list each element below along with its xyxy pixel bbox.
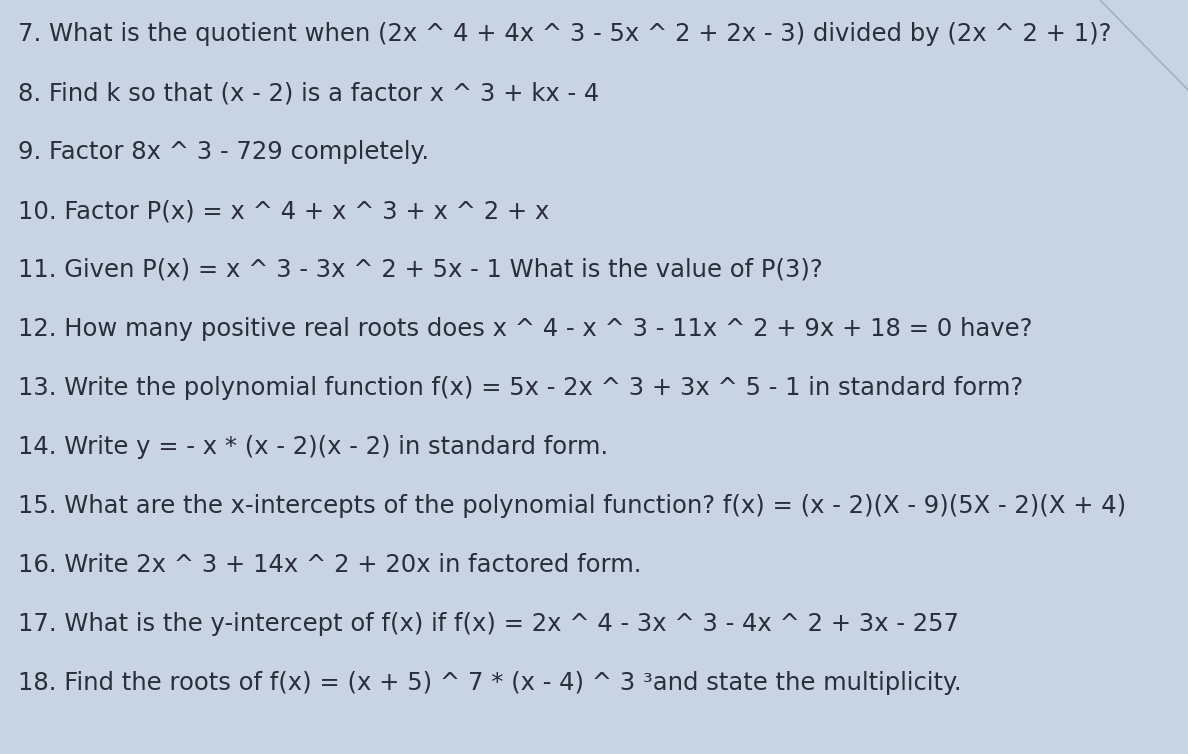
Text: 12. How many positive real roots does x ^ 4 - x ^ 3 - 11x ^ 2 + 9x + 18 = 0 have: 12. How many positive real roots does x … xyxy=(18,317,1032,341)
Text: 14. Write y = - x * (x - 2)(x - 2) in standard form.: 14. Write y = - x * (x - 2)(x - 2) in st… xyxy=(18,435,608,459)
Text: 11. Given P(x) = x ^ 3 - 3x ^ 2 + 5x - 1 What is the value of P(3)?: 11. Given P(x) = x ^ 3 - 3x ^ 2 + 5x - 1… xyxy=(18,258,823,282)
Text: 10. Factor P(x) = x ^ 4 + x ^ 3 + x ^ 2 + x: 10. Factor P(x) = x ^ 4 + x ^ 3 + x ^ 2 … xyxy=(18,199,549,223)
Text: 17. What is the y-intercept of f(x) if f(x) = 2x ^ 4 - 3x ^ 3 - 4x ^ 2 + 3x - 25: 17. What is the y-intercept of f(x) if f… xyxy=(18,612,959,636)
Text: 13. Write the polynomial function f(x) = 5x - 2x ^ 3 + 3x ^ 5 - 1 in standard fo: 13. Write the polynomial function f(x) =… xyxy=(18,376,1023,400)
Text: 16. Write 2x ^ 3 + 14x ^ 2 + 20x in factored form.: 16. Write 2x ^ 3 + 14x ^ 2 + 20x in fact… xyxy=(18,553,642,577)
Text: 8. Find k so that (x - 2) is a factor x ^ 3 + kx - 4: 8. Find k so that (x - 2) is a factor x … xyxy=(18,81,599,105)
Text: 7. What is the quotient when (2x ^ 4 + 4x ^ 3 - 5x ^ 2 + 2x - 3) divided by (2x : 7. What is the quotient when (2x ^ 4 + 4… xyxy=(18,22,1112,46)
Text: 15. What are the x-intercepts of the polynomial function? f(x) = (x - 2)(X - 9)(: 15. What are the x-intercepts of the pol… xyxy=(18,494,1126,518)
Text: 9. Factor 8x ^ 3 - 729 completely.: 9. Factor 8x ^ 3 - 729 completely. xyxy=(18,140,429,164)
Text: 18. Find the roots of f(x) = (x + 5) ^ 7 * (x - 4) ^ 3 ³and state the multiplici: 18. Find the roots of f(x) = (x + 5) ^ 7… xyxy=(18,671,961,695)
